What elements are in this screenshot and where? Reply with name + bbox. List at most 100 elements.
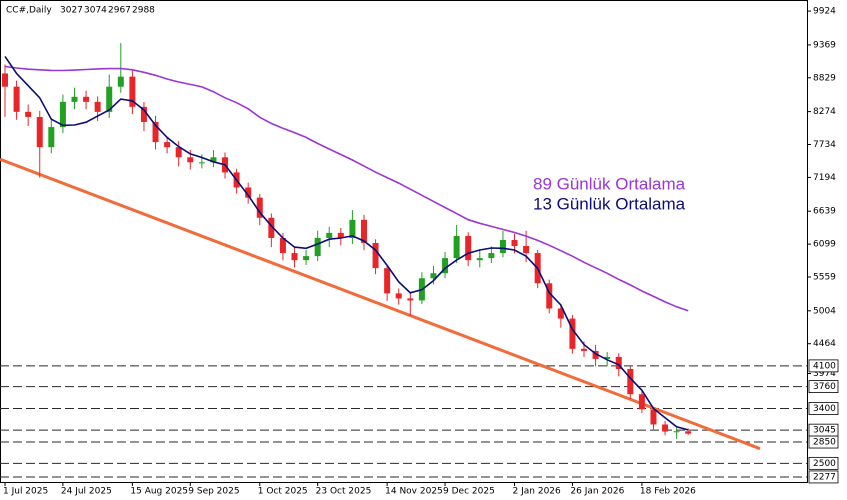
candle-body <box>187 157 194 163</box>
x-tick-label: 9 Sep 2025 <box>188 487 239 497</box>
candle-body <box>627 368 634 395</box>
candle-body <box>349 219 356 238</box>
candle-body <box>59 101 66 128</box>
candle-body <box>94 101 101 112</box>
ohlc-high: 3074 <box>84 6 107 16</box>
y-tick-label: 8274 <box>813 107 836 117</box>
candle-body <box>48 127 55 148</box>
x-tick-label: 15 Aug 2025 <box>130 487 188 497</box>
y-tick-label: 9924 <box>813 7 836 17</box>
level-label: 3400 <box>813 404 836 414</box>
level-label: 2850 <box>813 438 836 448</box>
candle-body <box>245 187 252 198</box>
candle-body <box>465 235 472 261</box>
candle-body <box>140 106 147 122</box>
moving-average-line <box>4 55 689 431</box>
candle-body <box>175 147 182 158</box>
candle-body <box>268 217 275 238</box>
level-label-box <box>808 435 839 449</box>
candle-body <box>152 121 159 143</box>
candle-body <box>523 245 530 254</box>
level-label: 3760 <box>813 382 836 392</box>
candle-body <box>685 431 692 434</box>
candle-body <box>83 96 90 102</box>
candle-body <box>430 273 437 279</box>
candle-body <box>291 253 298 261</box>
candle-body <box>592 350 599 359</box>
candle-body <box>395 293 402 299</box>
y-tick-label: 6099 <box>813 240 836 250</box>
moving-average-line <box>4 65 689 312</box>
x-tick-label: 1 Jul 2025 <box>3 487 48 497</box>
candle-body <box>511 239 518 246</box>
level-label: 2277 <box>813 472 836 482</box>
x-tick-label: 26 Jan 2026 <box>570 487 624 497</box>
candle-body <box>71 96 78 102</box>
candle-body <box>372 242 379 269</box>
candle-body <box>546 283 553 309</box>
candle-body <box>106 86 113 112</box>
candle-body <box>36 116 43 148</box>
candle-body <box>569 318 576 349</box>
candle-body <box>604 356 611 359</box>
x-tick-label: 1 Oct 2025 <box>258 487 308 497</box>
candle-body <box>2 73 8 87</box>
candle-body <box>557 308 564 319</box>
candle-body <box>303 256 310 261</box>
candle-body <box>488 253 495 259</box>
level-label-box <box>808 470 839 484</box>
candle-body <box>256 197 263 218</box>
candle-body <box>198 162 205 164</box>
level-label-box <box>808 380 839 393</box>
y-tick-label: 6639 <box>813 207 836 217</box>
candle-body <box>13 86 20 112</box>
plot-frame <box>0 0 808 483</box>
ohlc-close: 2988 <box>132 6 155 16</box>
candle-body <box>384 268 391 294</box>
candle-body <box>407 298 414 301</box>
series-annotation: 89 Günlük Ortalama <box>533 174 686 193</box>
candle-body <box>25 111 32 117</box>
candle-body <box>164 142 171 148</box>
ohlc-low: 2967 <box>108 6 131 16</box>
level-label-box <box>808 456 839 470</box>
y-tick-label: 7734 <box>813 140 836 150</box>
candle-body <box>337 232 344 238</box>
candle-body <box>129 76 136 107</box>
y-tick-label: 7194 <box>813 173 836 183</box>
level-label: 3045 <box>813 426 836 436</box>
x-tick-label: 14 Nov 2025 <box>385 487 443 497</box>
x-tick-label: 18 Feb 2026 <box>640 487 696 497</box>
y-tick-label: 5004 <box>813 306 836 316</box>
y-tick-label: 3974 <box>813 369 836 379</box>
ohlc-open: 3027 <box>60 6 83 16</box>
candle-body <box>326 232 333 238</box>
candle-body <box>360 219 367 243</box>
candle-body <box>638 394 645 410</box>
x-tick-label: 9 Dec 2025 <box>443 487 495 497</box>
candle-body <box>476 258 483 261</box>
level-label-box <box>808 402 839 415</box>
candle-body <box>279 237 286 254</box>
x-tick-label: 2 Jan 2026 <box>513 487 561 497</box>
x-tick-label: 23 Oct 2025 <box>316 487 372 497</box>
candle-body <box>314 237 321 257</box>
trendline <box>0 157 761 451</box>
candle-body <box>673 431 680 433</box>
y-tick-label: 5559 <box>813 273 836 283</box>
level-label: 4100 <box>813 361 836 371</box>
candle-body <box>650 409 657 425</box>
candle-body <box>499 239 506 254</box>
title-group: CC#,Daily 3027 3074 2967 2988 <box>6 6 155 16</box>
y-tick-label: 8829 <box>813 73 836 83</box>
candle-body <box>210 157 217 163</box>
candle-body <box>581 348 587 351</box>
candle-body <box>117 76 124 87</box>
level-label-box <box>808 359 839 373</box>
candle-body <box>453 235 460 259</box>
y-tick-label: 9369 <box>813 40 836 50</box>
x-tick-label: 24 Jul 2025 <box>61 487 112 497</box>
level-label: 2500 <box>813 459 836 469</box>
